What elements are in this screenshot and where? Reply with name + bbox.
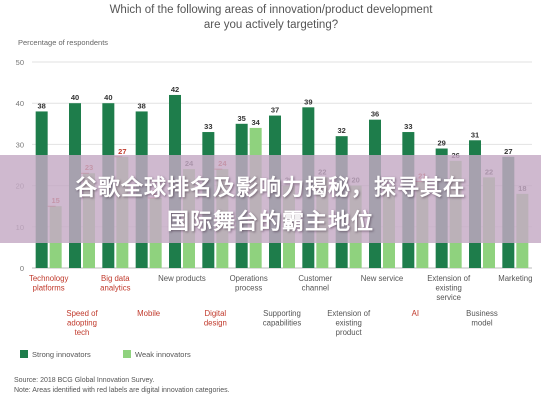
data-label-strong: 42 (171, 85, 179, 94)
x-tick-label: Digital design (204, 309, 227, 328)
source-note: Source: 2018 BCG Global Innovation Surve… (14, 377, 154, 384)
banner-headline-line1: 谷歌全球排名及影响力揭秘，探寻其在 (74, 176, 466, 201)
data-label-strong: 38 (37, 101, 45, 110)
data-label-strong: 38 (137, 101, 145, 110)
data-label-strong: 39 (304, 97, 312, 106)
x-tick-label: New products (158, 274, 206, 283)
data-label-strong: 33 (204, 122, 212, 131)
banner-headline-line2: 国际舞台的霸主地位 (166, 210, 374, 235)
data-label-strong: 36 (371, 110, 379, 119)
data-label-strong: 32 (337, 126, 345, 135)
data-label-strong: 27 (504, 147, 512, 156)
y-tick-label: 40 (16, 99, 24, 108)
legend: Strong innovators Weak innovators (20, 350, 191, 359)
y-tick-label: 0 (20, 264, 24, 273)
footnote: Note: Areas identified with red labels a… (14, 387, 230, 394)
legend-swatch (20, 350, 28, 358)
x-tick-label: Business model (466, 309, 498, 328)
x-tick-label: Supporting capabilities (263, 309, 302, 328)
data-label-strong: 31 (471, 130, 479, 139)
overlay-banner (0, 155, 541, 243)
x-tick-label: Customer channel (298, 274, 332, 293)
legend-label: Strong innovators (32, 350, 91, 359)
x-tick-label: Operations process (230, 274, 268, 293)
y-axis-label: Percentage of respondents (18, 38, 108, 47)
legend-swatch (123, 350, 131, 358)
data-label-weak: 34 (251, 118, 260, 127)
data-label-strong: 40 (71, 93, 79, 102)
x-tick-label: Mobile (137, 309, 160, 318)
y-tick-label: 50 (16, 58, 24, 67)
x-tick-label: Marketing (498, 274, 532, 283)
data-label-strong: 37 (271, 106, 279, 115)
x-tick-label: Big data analytics (100, 274, 130, 293)
x-tick-label: AI (412, 309, 419, 318)
x-tick-label: Extension of existing product (327, 309, 371, 337)
data-label-strong: 35 (237, 114, 245, 123)
x-tick-label: Extension of existing service (427, 274, 471, 302)
data-label-strong: 29 (437, 139, 445, 148)
chart-title-line1: Which of the following areas of innovati… (110, 4, 434, 16)
x-tick-label: New service (361, 274, 403, 283)
x-tick-label: Speed of adopting tech (66, 309, 98, 337)
legend-label: Weak innovators (135, 350, 191, 359)
data-label-strong: 33 (404, 122, 412, 131)
x-tick-label: Technology platforms (29, 274, 69, 293)
y-tick-label: 30 (16, 140, 24, 149)
data-label-weak: 27 (118, 147, 126, 156)
chart-title-line2: are you actively targeting? (204, 19, 338, 31)
data-label-strong: 40 (104, 93, 112, 102)
